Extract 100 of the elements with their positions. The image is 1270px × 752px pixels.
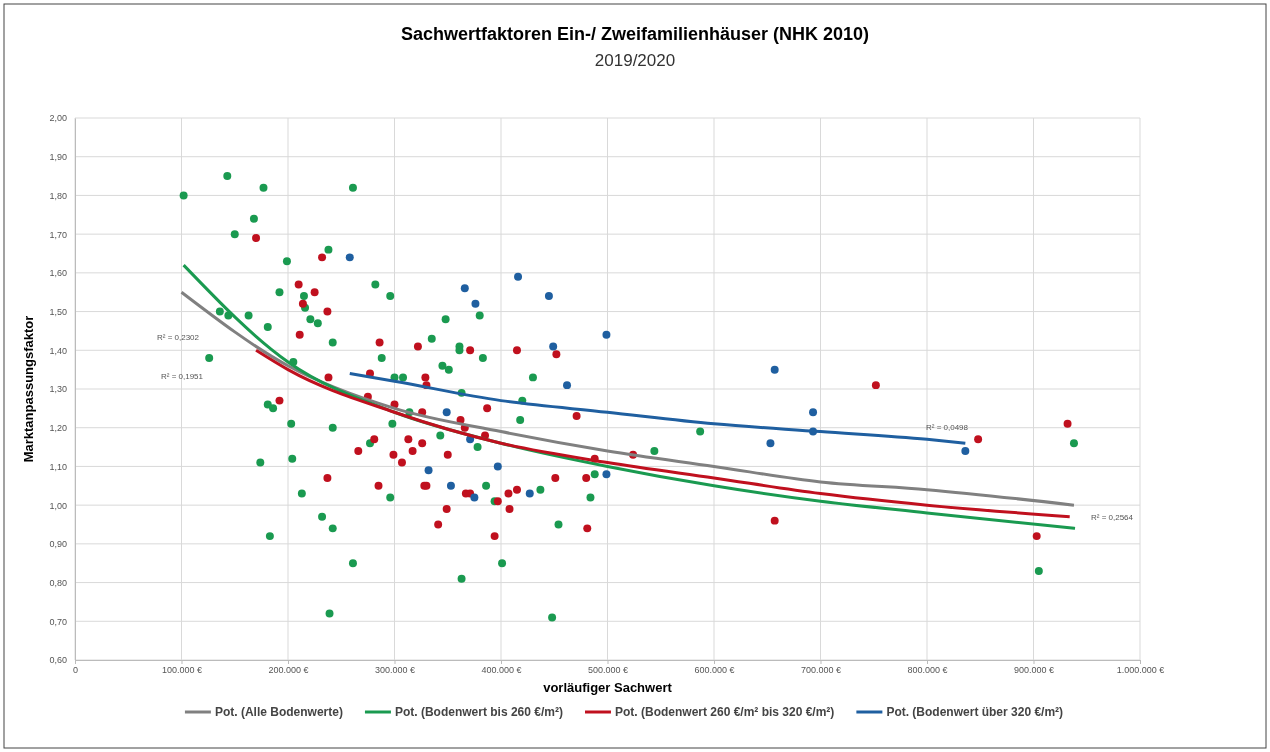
line-series xyxy=(348,372,967,445)
y-tick-label: 1,40 xyxy=(49,345,67,356)
point xyxy=(512,485,521,494)
point xyxy=(551,474,560,483)
point xyxy=(602,470,611,479)
y-tick-label: 0,90 xyxy=(49,539,67,550)
annotation: R² = 0,2302 xyxy=(156,332,200,342)
point xyxy=(809,408,818,417)
point xyxy=(582,474,591,483)
point xyxy=(310,288,319,297)
y-tick-label: 0,70 xyxy=(49,616,67,627)
point xyxy=(505,505,514,513)
point xyxy=(1063,419,1072,428)
point xyxy=(443,450,452,459)
annotation: R² = 0,0498 xyxy=(925,422,969,432)
x-tick-label: 800.000 € xyxy=(907,665,948,676)
point xyxy=(418,439,427,448)
y-tick-label: 2,00 xyxy=(49,113,67,124)
point xyxy=(549,342,558,351)
point xyxy=(552,350,561,359)
point xyxy=(442,505,451,513)
point xyxy=(466,346,475,355)
point xyxy=(961,446,970,455)
point xyxy=(493,462,502,471)
x-tick-label: 700.000 € xyxy=(800,665,842,676)
y-tick-label: 1,50 xyxy=(49,306,67,317)
point xyxy=(370,435,379,444)
point xyxy=(602,330,611,339)
point xyxy=(294,280,303,289)
point xyxy=(374,481,383,490)
point xyxy=(275,396,284,405)
point xyxy=(544,292,553,301)
point xyxy=(470,493,479,502)
point xyxy=(404,435,413,444)
x-tick-label: 100.000 € xyxy=(161,665,203,676)
y-tick-label: 1,00 xyxy=(49,500,67,511)
annotation: R² = 0,2564 xyxy=(1090,512,1134,522)
point xyxy=(583,524,592,533)
point xyxy=(408,446,417,455)
point xyxy=(375,338,384,347)
point xyxy=(318,253,327,262)
y-tick-label: 1,80 xyxy=(49,190,67,201)
point xyxy=(354,446,363,455)
point xyxy=(514,272,523,281)
point xyxy=(298,299,307,308)
point xyxy=(295,330,304,339)
y-tick-label: 0,80 xyxy=(49,577,67,588)
annotation: R² = 0,1951 xyxy=(160,371,204,381)
point xyxy=(871,381,880,390)
x-tick-label: 900.000 € xyxy=(1013,665,1055,676)
point xyxy=(460,284,469,293)
x-tick-label: 0 xyxy=(72,665,79,676)
point xyxy=(421,373,430,382)
point xyxy=(504,489,513,498)
legend-label: Pot. (Bodenwert bis 260 €/m²) xyxy=(394,705,563,720)
point xyxy=(323,307,332,316)
point xyxy=(525,489,534,498)
point xyxy=(483,404,492,413)
x-tick-label: 600.000 € xyxy=(694,665,735,676)
point xyxy=(252,234,261,242)
chart-subtitle: 2019/2020 xyxy=(594,51,676,70)
point xyxy=(974,435,983,444)
x-axis-title: vorläufiger Sachwert xyxy=(543,680,673,695)
x-tick-label: 500.000 € xyxy=(587,665,629,676)
point xyxy=(471,299,480,308)
point xyxy=(397,458,406,467)
point xyxy=(389,450,398,459)
chart-title: Sachwertfaktoren Ein-/ Zweifamilienhäuser (NHK 2010) xyxy=(400,24,870,44)
point xyxy=(323,474,332,483)
x-tick-label: 1.000.000 € xyxy=(1116,665,1165,676)
y-tick-label: 1,60 xyxy=(49,268,67,279)
point xyxy=(1032,532,1041,541)
y-tick-label: 0,60 xyxy=(49,655,67,666)
point xyxy=(345,253,354,262)
line-series xyxy=(254,348,1072,519)
point xyxy=(512,346,521,355)
y-tick-label: 1,10 xyxy=(49,461,67,472)
legend-label: Pot. (Bodenwert über 320 €/m²) xyxy=(886,705,1064,720)
legend-label: Pot. (Bodenwert 260 €/m² bis 320 €/m²) xyxy=(614,705,835,720)
y-axis-title: Marktanpassungsfaktor xyxy=(21,315,36,463)
point xyxy=(446,481,455,490)
point xyxy=(442,408,451,417)
y-tick-label: 1,30 xyxy=(49,384,67,395)
y-tick-label: 1,90 xyxy=(49,152,67,163)
point xyxy=(563,381,572,390)
point xyxy=(424,466,433,475)
point xyxy=(490,532,499,541)
point xyxy=(434,520,443,529)
y-tick-label: 1,70 xyxy=(49,229,67,240)
point xyxy=(770,516,779,525)
x-tick-label: 400.000 € xyxy=(481,665,522,676)
x-tick-label: 200.000 € xyxy=(268,665,309,676)
y-tick-label: 1,20 xyxy=(49,423,67,434)
point xyxy=(413,342,422,351)
point xyxy=(572,412,581,421)
x-tick-label: 300.000 € xyxy=(374,665,416,676)
point xyxy=(770,365,779,374)
point xyxy=(324,373,333,382)
legend-label: Pot. (Alle Bodenwerte) xyxy=(214,705,343,720)
point xyxy=(766,439,775,448)
